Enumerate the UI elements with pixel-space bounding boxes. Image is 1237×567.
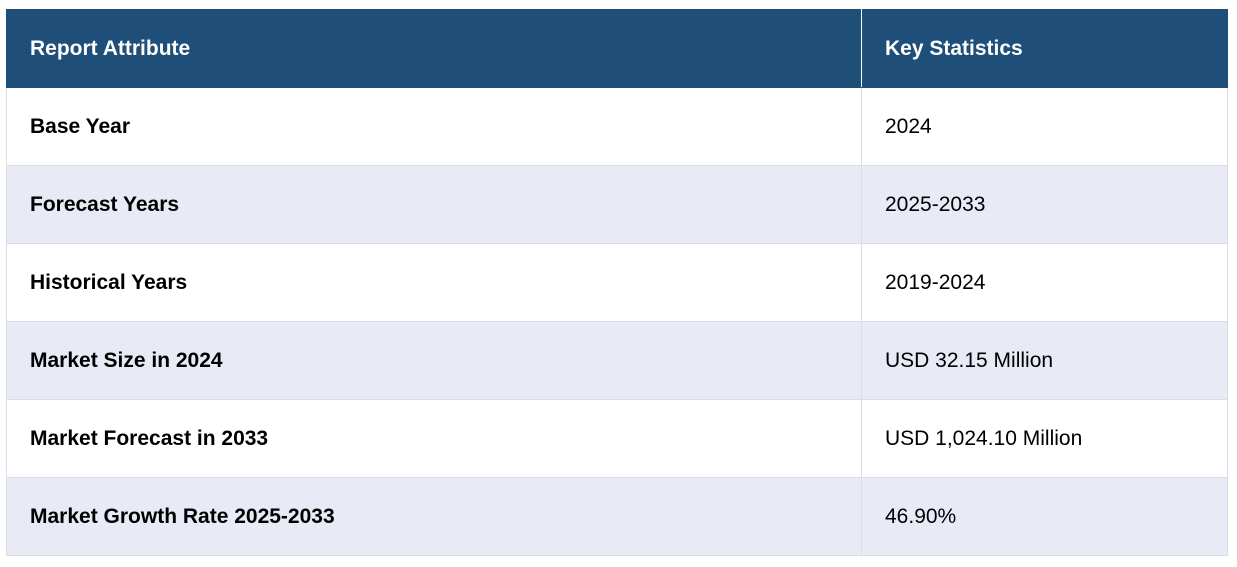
table-row: Market Growth Rate 2025-2033 46.90%	[6, 477, 1228, 556]
row-attribute-market-forecast: Market Forecast in 2033	[6, 399, 862, 478]
table-row: Market Forecast in 2033 USD 1,024.10 Mil…	[6, 399, 1228, 478]
report-statistics-container: Report Attribute Key Statistics Base Yea…	[6, 9, 1228, 556]
table-body: Base Year 2024 Forecast Years 2025-2033 …	[6, 87, 1228, 556]
row-attribute-market-growth-rate: Market Growth Rate 2025-2033	[6, 477, 862, 556]
row-value-market-forecast: USD 1,024.10 Million	[861, 399, 1228, 478]
row-attribute-market-size: Market Size in 2024	[6, 321, 862, 400]
row-attribute-historical-years: Historical Years	[6, 243, 862, 322]
table-row: Market Size in 2024 USD 32.15 Million	[6, 321, 1228, 400]
report-statistics-table: Report Attribute Key Statistics Base Yea…	[6, 9, 1228, 556]
table-header: Report Attribute Key Statistics	[6, 9, 1228, 88]
table-row: Base Year 2024	[6, 87, 1228, 166]
header-key-statistics: Key Statistics	[861, 9, 1228, 88]
row-value-forecast-years: 2025-2033	[861, 165, 1228, 244]
header-report-attribute: Report Attribute	[6, 9, 862, 88]
header-row: Report Attribute Key Statistics	[6, 9, 1228, 88]
row-value-base-year: 2024	[861, 87, 1228, 166]
table-row: Historical Years 2019-2024	[6, 243, 1228, 322]
row-attribute-base-year: Base Year	[6, 87, 862, 166]
row-attribute-forecast-years: Forecast Years	[6, 165, 862, 244]
row-value-market-growth-rate: 46.90%	[861, 477, 1228, 556]
table-row: Forecast Years 2025-2033	[6, 165, 1228, 244]
row-value-market-size: USD 32.15 Million	[861, 321, 1228, 400]
row-value-historical-years: 2019-2024	[861, 243, 1228, 322]
